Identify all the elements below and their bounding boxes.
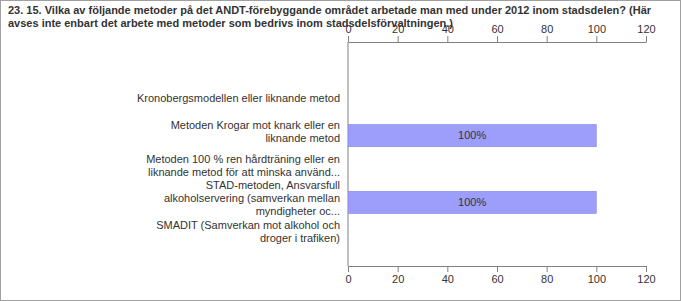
tick-label: 60 xyxy=(491,273,503,285)
chart: 23. 15. Vilka av följande metoder på det… xyxy=(0,0,681,301)
tick-mark xyxy=(596,266,597,272)
tick-label: 100 xyxy=(588,23,606,35)
bar xyxy=(348,225,349,247)
tick-mark xyxy=(497,266,498,272)
plot-frame xyxy=(348,42,349,266)
data-label: 100% xyxy=(458,129,486,141)
bottom-axis: 0 20 40 60 80 100 120 xyxy=(345,266,655,285)
data-labels: 100% 100% xyxy=(458,129,486,208)
bar xyxy=(348,158,349,180)
category-label: STAD-metoden, Ansvarsfullalkoholserverin… xyxy=(164,179,340,217)
tick: 40 xyxy=(442,266,454,285)
tick-label: 80 xyxy=(541,23,553,35)
tick: 0 xyxy=(345,23,351,42)
tick-label: 20 xyxy=(392,23,404,35)
tick-mark xyxy=(348,266,349,272)
category-labels: Kronobergsmodellen eller liknande metod M… xyxy=(137,92,340,244)
tick-mark xyxy=(398,266,399,272)
tick: 40 xyxy=(442,23,454,42)
category-label: Kronobergsmodellen eller liknande metod xyxy=(137,92,340,104)
tick-mark xyxy=(596,36,597,42)
tick-mark xyxy=(547,266,548,272)
data-label: 100% xyxy=(458,196,486,208)
tick: 80 xyxy=(541,23,553,42)
tick: 20 xyxy=(392,23,404,42)
tick: 20 xyxy=(392,266,404,285)
tick: 60 xyxy=(491,266,503,285)
tick-label: 40 xyxy=(442,23,454,35)
tick-mark xyxy=(348,36,349,42)
tick-mark xyxy=(447,266,448,272)
tick-mark xyxy=(447,36,448,42)
tick-label: 100 xyxy=(588,273,606,285)
axis-line xyxy=(349,42,647,43)
tick: 100 xyxy=(588,23,606,42)
tick-label: 40 xyxy=(442,273,454,285)
tick-label: 120 xyxy=(637,273,655,285)
category-label: SMADIT (Samverkan mot alkohol ochdroger … xyxy=(156,219,340,244)
title: 23. 15. Vilka av följande metoder på det… xyxy=(8,4,652,29)
tick-label: 0 xyxy=(345,273,351,285)
tick: 120 xyxy=(637,23,655,42)
tick-label: 80 xyxy=(541,273,553,285)
bar xyxy=(348,91,349,113)
tick-label: 20 xyxy=(392,273,404,285)
tick-mark xyxy=(646,266,647,272)
category-label: Metoden 100 % ren hårdträning eller enli… xyxy=(146,153,340,178)
tick-label: 60 xyxy=(491,23,503,35)
tick: 60 xyxy=(491,23,503,42)
tick-label: 120 xyxy=(637,23,655,35)
tick-mark xyxy=(497,36,498,42)
tick-mark xyxy=(646,36,647,42)
chart-border xyxy=(1,1,681,301)
tick-label: 0 xyxy=(345,23,351,35)
bar xyxy=(348,191,596,213)
bar xyxy=(348,124,596,146)
bars xyxy=(348,124,596,213)
tick: 80 xyxy=(541,266,553,285)
category-label: Metoden Krogar mot knark eller enliknand… xyxy=(171,119,340,144)
tick: 100 xyxy=(588,266,606,285)
tick: 0 xyxy=(345,266,351,285)
tick-mark xyxy=(547,36,548,42)
tick-mark xyxy=(398,36,399,42)
tick: 120 xyxy=(637,266,655,285)
top-axis: 0 20 40 60 80 100 120 xyxy=(345,23,655,43)
